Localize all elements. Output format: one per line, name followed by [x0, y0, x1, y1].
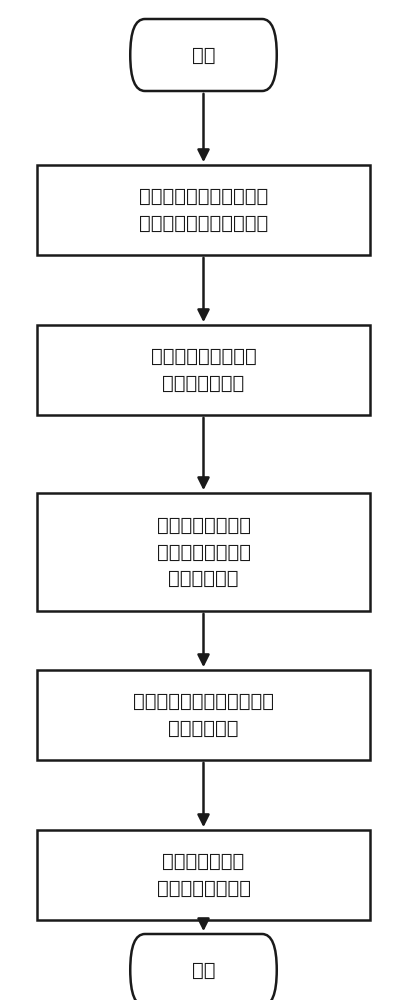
Text: 利用负反馈放大电路
将二次电流放大: 利用负反馈放大电路 将二次电流放大 — [151, 347, 256, 393]
Text: 结束: 结束 — [192, 960, 215, 980]
FancyBboxPatch shape — [37, 670, 370, 760]
FancyBboxPatch shape — [130, 934, 277, 1000]
FancyBboxPatch shape — [37, 165, 370, 255]
FancyBboxPatch shape — [130, 19, 277, 91]
Text: 当西林电桥平衡
时，计算相关参数: 当西林电桥平衡 时，计算相关参数 — [157, 852, 250, 898]
FancyBboxPatch shape — [37, 493, 370, 611]
Text: 将放大后的穿心电流互感器
接入西林电桥: 将放大后的穿心电流互感器 接入西林电桥 — [133, 692, 274, 738]
FancyBboxPatch shape — [37, 830, 370, 920]
FancyBboxPatch shape — [37, 325, 370, 415]
Text: 开始: 开始 — [192, 45, 215, 64]
Text: 通过全金属屏蔽罩
对穿心电流互感器
进行屏蔽保护: 通过全金属屏蔽罩 对穿心电流互感器 进行屏蔽保护 — [157, 516, 250, 588]
Text: 利用穿心式电流互感器将
一次电流转化为二次电流: 利用穿心式电流互感器将 一次电流转化为二次电流 — [139, 187, 268, 233]
